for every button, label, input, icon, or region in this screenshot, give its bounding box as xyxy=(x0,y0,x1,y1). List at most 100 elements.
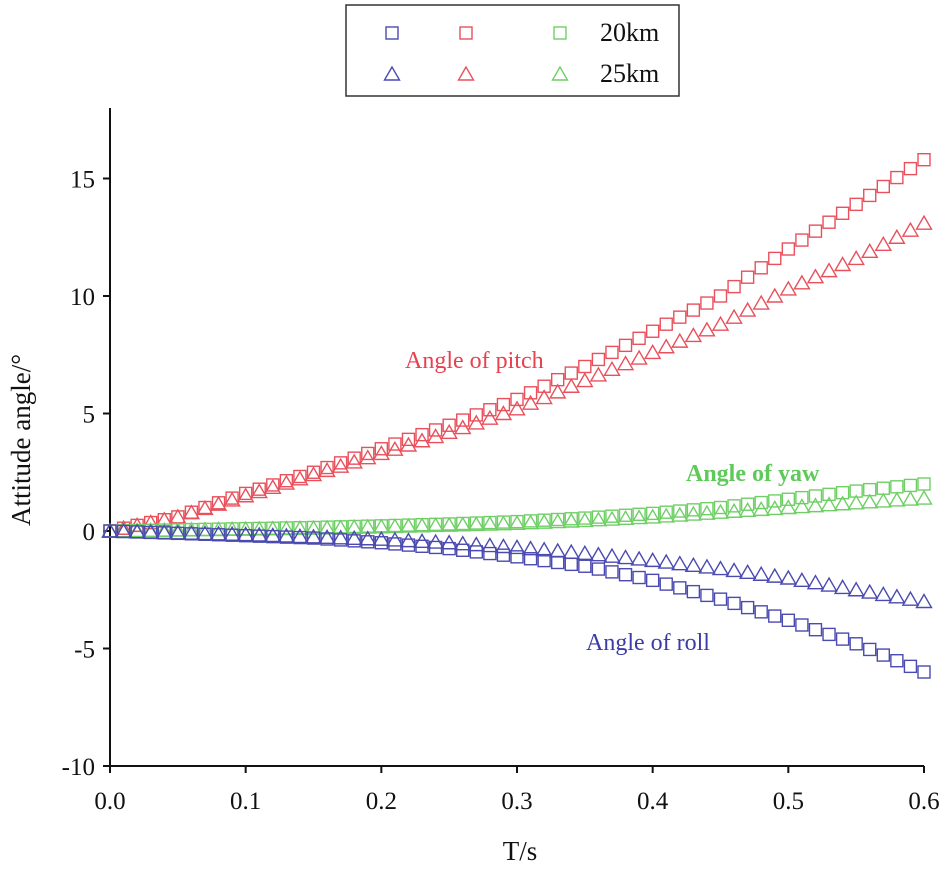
data-point xyxy=(456,516,470,531)
data-point xyxy=(847,581,865,597)
data-point xyxy=(727,279,741,294)
data-point xyxy=(806,268,825,284)
data-point xyxy=(345,453,363,469)
data-point xyxy=(752,294,770,310)
x-tick-label: 0.6 xyxy=(908,788,939,815)
data-point xyxy=(711,503,730,519)
data-point xyxy=(890,480,904,494)
y-tick-label: 0 xyxy=(83,519,96,546)
data-point xyxy=(738,501,757,518)
data-point xyxy=(467,536,486,552)
data-point xyxy=(806,497,825,513)
data-point xyxy=(686,503,701,517)
data-point xyxy=(632,331,646,345)
data-point xyxy=(128,523,146,539)
data-point xyxy=(252,529,266,543)
data-point xyxy=(645,506,660,521)
data-point xyxy=(304,528,323,544)
ticks: 0.0 0.1 0.2 0.3 0.4 0.5 0.6 -10 -5 0 5 10 15 xyxy=(62,167,940,816)
data-point xyxy=(630,509,648,525)
data-point xyxy=(535,513,553,529)
data-point xyxy=(535,389,553,405)
data-point xyxy=(182,504,201,520)
data-point xyxy=(508,400,526,416)
data-point xyxy=(548,383,567,399)
data-point xyxy=(725,502,743,518)
data-point xyxy=(643,508,662,524)
data-point xyxy=(537,553,551,568)
data-point xyxy=(291,528,309,544)
x-tick-label: 0.0 xyxy=(94,788,125,815)
data-point xyxy=(727,499,741,513)
data-point xyxy=(372,445,391,461)
data-point xyxy=(698,504,716,520)
data-point xyxy=(781,613,796,627)
data-point xyxy=(196,525,214,541)
data-point xyxy=(727,596,741,611)
x-tick-label: 0.1 xyxy=(230,788,261,815)
legend-label-20km: 20km xyxy=(600,18,659,47)
data-point xyxy=(347,534,361,548)
data-point xyxy=(562,512,580,528)
data-point xyxy=(426,428,445,444)
data-point xyxy=(291,519,309,536)
data-point xyxy=(481,515,499,531)
data-point xyxy=(426,533,445,549)
data-point xyxy=(578,359,592,374)
data-point xyxy=(917,665,931,679)
data-point xyxy=(250,526,268,542)
legend-marker-pitch-triangle xyxy=(457,65,475,81)
data-point xyxy=(781,492,796,506)
data-point xyxy=(264,527,282,543)
data-point xyxy=(768,251,782,266)
data-point xyxy=(564,366,578,380)
data-point xyxy=(713,289,728,303)
data-point xyxy=(671,506,689,522)
data-point xyxy=(874,492,893,508)
data-point xyxy=(861,493,879,509)
y-tick-label: 15 xyxy=(70,167,95,194)
data-point xyxy=(822,215,836,229)
data-point xyxy=(114,522,133,539)
data-point xyxy=(521,394,540,410)
data-point xyxy=(508,514,526,530)
data-point xyxy=(643,551,662,568)
data-point xyxy=(521,540,540,556)
data-point xyxy=(754,495,768,510)
data-point xyxy=(440,423,458,439)
data-point xyxy=(576,512,594,528)
data-point xyxy=(700,501,714,516)
data-point xyxy=(618,508,633,522)
data-point xyxy=(888,588,906,604)
data-point xyxy=(456,413,470,427)
data-point xyxy=(306,531,321,545)
data-point xyxy=(700,588,714,603)
data-point xyxy=(578,559,592,573)
data-point xyxy=(318,461,336,478)
y-tick-label: -5 xyxy=(74,637,95,664)
data-point xyxy=(901,590,920,606)
data-point xyxy=(657,553,675,569)
data-point xyxy=(551,555,565,570)
legend-marker-pitch-square xyxy=(459,26,473,40)
data-point xyxy=(467,414,486,430)
data-point xyxy=(562,377,580,393)
data-point xyxy=(888,491,906,507)
data-point xyxy=(603,360,621,377)
data-point xyxy=(754,261,768,275)
data-point xyxy=(469,408,483,422)
data-point xyxy=(616,355,635,371)
data-point xyxy=(182,521,201,537)
data-point xyxy=(114,519,133,535)
data-point xyxy=(591,510,606,524)
data-point xyxy=(426,517,445,533)
data-point xyxy=(141,522,160,538)
data-point xyxy=(713,500,728,515)
data-point xyxy=(209,495,228,511)
data-point xyxy=(849,637,863,651)
data-point xyxy=(686,584,701,599)
data-point xyxy=(874,235,893,252)
data-point xyxy=(659,317,673,331)
data-point xyxy=(917,477,931,491)
